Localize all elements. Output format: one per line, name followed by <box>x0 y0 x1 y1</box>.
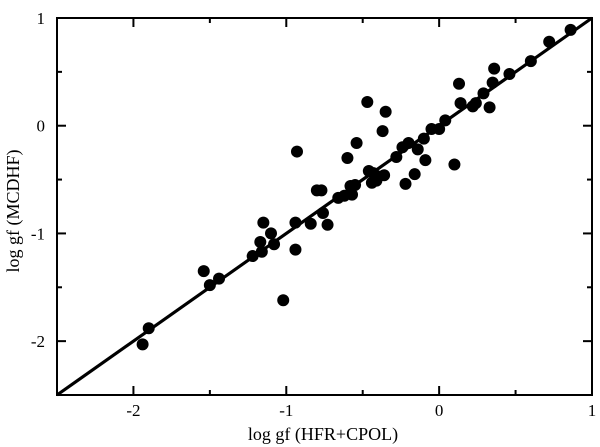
data-point <box>454 97 467 110</box>
data-point <box>483 101 496 114</box>
data-point <box>316 206 329 219</box>
y-tick-label: -1 <box>31 224 45 243</box>
data-point <box>321 218 334 231</box>
data-point <box>376 125 389 138</box>
plot-layer <box>56 16 593 397</box>
data-point <box>399 177 412 190</box>
data-point <box>349 178 362 191</box>
data-point <box>142 322 155 335</box>
plot-frame <box>56 17 593 396</box>
data-point <box>419 154 432 167</box>
data-point <box>350 136 363 149</box>
data-point <box>503 68 516 81</box>
data-point <box>378 169 391 182</box>
data-point <box>268 238 281 251</box>
data-point <box>197 265 210 278</box>
data-point <box>448 158 461 171</box>
y-tick-label: 0 <box>37 117 46 136</box>
data-point <box>277 294 290 307</box>
data-point <box>246 250 259 263</box>
data-point <box>203 279 216 292</box>
data-point <box>453 77 466 90</box>
data-point <box>408 168 421 181</box>
data-point <box>290 145 303 158</box>
data-point <box>433 122 446 135</box>
data-point <box>417 132 430 145</box>
y-tick-label: -2 <box>31 332 45 351</box>
data-point <box>289 216 302 229</box>
data-point <box>136 338 149 351</box>
data-point <box>213 272 226 285</box>
data-point <box>488 62 501 75</box>
data-point <box>390 150 403 163</box>
data-point <box>315 184 328 197</box>
data-point <box>265 227 277 240</box>
data-point <box>304 217 317 230</box>
y-axis-label: log gf (MCDHF) <box>3 149 24 272</box>
data-point <box>289 243 302 256</box>
data-point <box>411 143 424 156</box>
x-tick-label: -1 <box>279 401 293 420</box>
data-point <box>379 105 392 118</box>
x-axis-label: log gf (HFR+CPOL) <box>248 424 398 445</box>
x-tick-label: 1 <box>588 401 597 420</box>
data-point <box>254 236 267 249</box>
data-point <box>439 114 452 127</box>
data-point <box>402 136 415 149</box>
data-point <box>255 245 268 258</box>
x-tick-label: -2 <box>126 401 140 420</box>
data-point <box>524 55 537 68</box>
y-tick-label: 1 <box>37 9 46 28</box>
data-point <box>257 216 270 229</box>
data-point <box>469 97 482 110</box>
x-tick-label: 0 <box>435 401 444 420</box>
data-point <box>486 76 499 89</box>
data-point <box>361 96 374 109</box>
axes-layer: -2 -1 0 1 -2 -1 0 1 <box>31 9 596 420</box>
data-point <box>564 23 577 36</box>
data-point <box>341 152 354 165</box>
data-point <box>543 35 556 48</box>
data-point <box>346 188 359 201</box>
data-point <box>477 87 490 100</box>
